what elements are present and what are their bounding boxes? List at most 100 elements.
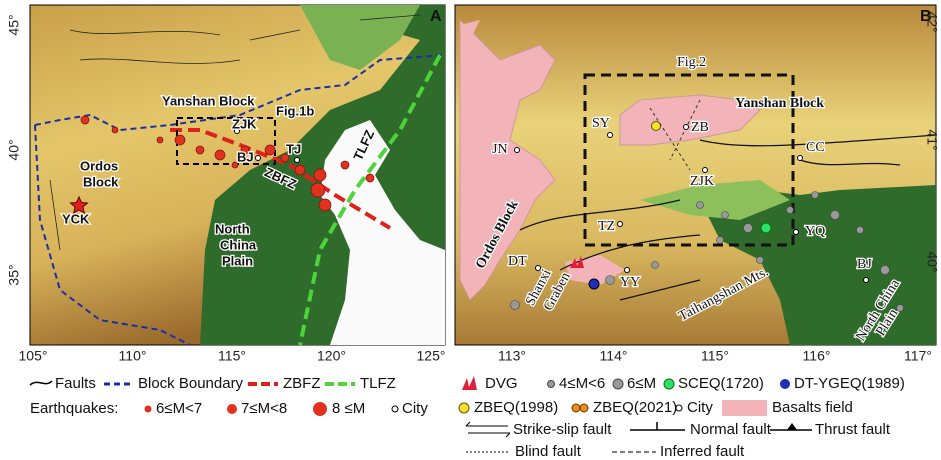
legend-city xyxy=(675,404,683,412)
x-tick-label: 105° xyxy=(19,348,48,364)
sea-region xyxy=(320,120,445,345)
yck-star xyxy=(69,195,89,214)
panel-b-map: B Fig.2 Yanshan Block SY ZB JN CC ZJK TZ… xyxy=(454,4,937,346)
legend-a: Faults Block Boundary ZBFZ TLFZ Earthqua… xyxy=(29,375,428,417)
y-tick-label: 45° xyxy=(6,14,22,35)
zbfz-line xyxy=(170,128,392,230)
city-marker xyxy=(234,128,240,134)
x-tick-label: 116° xyxy=(803,348,831,364)
place-label: Block xyxy=(83,174,119,189)
legend-dvg xyxy=(462,376,477,390)
place-label: YCK xyxy=(62,211,90,226)
legend-dot xyxy=(571,403,581,413)
legend-dot xyxy=(458,402,470,414)
legend-text: 8 ≤M xyxy=(332,400,365,417)
place-label: ZJK xyxy=(232,116,257,131)
place-label: YQ xyxy=(805,224,825,239)
legend-dot xyxy=(612,378,624,390)
place-label: TJ xyxy=(286,141,301,156)
y-tick-label: 42° xyxy=(924,11,940,32)
x-tick-label: 113° xyxy=(498,348,526,364)
place-label: Ordos xyxy=(80,158,118,173)
place-label: ZJK xyxy=(690,174,714,189)
legend-text: Basalts field xyxy=(772,399,853,416)
legend-text: 6≤M xyxy=(627,375,656,392)
legend-text: Inferred fault xyxy=(660,443,745,460)
dtyg-marker xyxy=(588,278,600,290)
legend-dot xyxy=(547,380,555,388)
place-label: Yanshan Block xyxy=(735,96,824,111)
place-label: YY xyxy=(620,275,640,290)
legend-b: DVG 4≤M<6 6≤M SCEQ(1720) DT-YGEQ(1989) Z… xyxy=(458,375,905,460)
x-tick-label: 110° xyxy=(119,348,147,364)
place-label: DT xyxy=(508,254,527,269)
legend-text: Thrust fault xyxy=(815,421,891,438)
legend-thrust-tooth xyxy=(787,423,797,430)
legend-text: SCEQ(1720) xyxy=(678,375,764,392)
sceq-marker xyxy=(760,222,772,234)
place-label: Yanshan Block xyxy=(162,93,255,108)
legend-text: TLFZ xyxy=(360,375,396,392)
basalt-field xyxy=(619,94,761,146)
place-label: Fig.2 xyxy=(677,55,706,70)
fault-lines xyxy=(519,134,937,301)
legend-city xyxy=(391,405,399,413)
legend-text: 7≤M<8 xyxy=(241,400,287,417)
earthquake-dots xyxy=(80,115,375,212)
basalt-field xyxy=(459,18,556,301)
legend-dot xyxy=(663,378,675,390)
x-tick-label: 120° xyxy=(317,348,346,364)
legend-dot xyxy=(313,402,327,416)
legend-text: City xyxy=(402,400,428,417)
tlfz-line xyxy=(298,54,442,346)
legend-dot xyxy=(227,404,237,414)
legend-text: ZBFZ xyxy=(283,375,321,392)
place-label: Plain xyxy=(222,253,253,268)
x-tick-label: 115° xyxy=(218,348,246,364)
x-tick-label: 117° xyxy=(904,348,932,364)
place-label: BJ xyxy=(857,257,872,272)
city-markers xyxy=(514,124,869,283)
place-label: ZB xyxy=(691,120,709,135)
legend-dot xyxy=(780,379,790,389)
y-tick-label: 41° xyxy=(924,129,940,150)
x-tick-label: 115° xyxy=(701,348,729,364)
legend-text: ZBEQ(2021) xyxy=(593,399,677,416)
legend-text: 6≤M<7 xyxy=(156,400,202,417)
valley-region xyxy=(640,180,790,220)
legend-text: City xyxy=(687,399,713,416)
zb1998-marker xyxy=(651,121,661,131)
place-label: SY xyxy=(592,116,610,131)
fault-lines xyxy=(49,14,421,251)
study-area-box xyxy=(583,73,795,247)
city-marker xyxy=(294,157,300,163)
legend-text: Faults xyxy=(55,375,96,392)
legend-normal xyxy=(630,422,685,431)
place-label: Fig.1b xyxy=(276,103,314,118)
legend-text: DT-YGEQ(1989) xyxy=(794,375,905,392)
x-tick-label: 114° xyxy=(600,348,628,364)
panel-label: A xyxy=(430,8,442,25)
earthquake-dots xyxy=(510,191,904,312)
place-label: CC xyxy=(806,140,825,155)
legend-dot xyxy=(579,403,589,413)
legend-text: Earthquakes: xyxy=(30,400,118,417)
y-tick-label: 40° xyxy=(924,251,940,272)
place-label: North xyxy=(215,221,250,236)
forest-region xyxy=(300,5,420,70)
legend-text: DVG xyxy=(485,375,518,392)
y-tick-label: 35° xyxy=(6,264,22,285)
legend-text: Blind fault xyxy=(515,443,582,460)
block-boundary xyxy=(34,54,446,132)
x-tick-label: 125° xyxy=(417,348,446,364)
place-label: TZ xyxy=(598,219,615,234)
legend-text: ZBEQ(1998) xyxy=(474,399,558,416)
dvg-marker xyxy=(570,256,584,268)
panel-a-map: A Yanshan Block Fig.1b ZJK BJ TJ Ordos B… xyxy=(29,4,446,346)
legend-text: 4≤M<6 xyxy=(559,375,605,392)
place-label: China xyxy=(220,237,257,252)
block-boundary xyxy=(34,124,191,346)
basalt-field xyxy=(460,20,480,40)
